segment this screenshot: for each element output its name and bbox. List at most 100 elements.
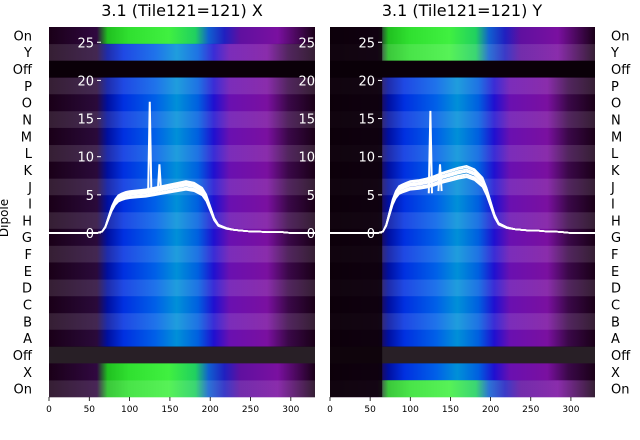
dipole-label-left: Y bbox=[23, 46, 32, 61]
heatmap-row bbox=[330, 212, 595, 230]
panels: 0 0 5 5 10 10 15 15 20 20 25 25 0 5 10 15 20 25 bbox=[49, 27, 595, 398]
heatmap-row bbox=[330, 111, 595, 129]
heatmap-row bbox=[330, 380, 595, 398]
y-axis-label: Dipole bbox=[0, 199, 11, 237]
y-tick-label-right: 5 bbox=[307, 189, 315, 204]
dipole-label-left: B bbox=[23, 315, 32, 330]
panel-1: 0 0 5 5 10 10 15 15 20 20 25 25 bbox=[49, 27, 315, 398]
heatmap-row bbox=[330, 94, 595, 112]
x-tick-label: 0 bbox=[46, 405, 52, 415]
dipole-label-right: On bbox=[611, 29, 629, 44]
dipole-label-right: B bbox=[611, 315, 620, 330]
heatmap-row bbox=[330, 127, 595, 146]
heatmap-row bbox=[330, 296, 595, 314]
heatmap-row bbox=[49, 77, 315, 95]
dipole-label-left: On bbox=[14, 29, 32, 44]
dipole-label-left: C bbox=[23, 299, 32, 314]
panel-2-title: 3.1 (Tile121=121) Y bbox=[382, 1, 543, 20]
dipole-label-right: P bbox=[611, 80, 619, 95]
y-tick-label: 10 bbox=[77, 151, 94, 166]
y-tick-label-right: 20 bbox=[298, 74, 315, 89]
y-tick-label: 20 bbox=[77, 74, 94, 89]
y-tick-label: 20 bbox=[358, 74, 375, 89]
heatmap-row bbox=[49, 94, 315, 112]
dipole-label-right: G bbox=[611, 231, 621, 246]
heatmap-row bbox=[49, 380, 315, 398]
heatmap-row bbox=[49, 43, 315, 61]
dipole-label-left: L bbox=[25, 147, 33, 162]
heatmap-row bbox=[330, 329, 595, 347]
heatmap-row bbox=[330, 144, 595, 162]
y-tick-label: 15 bbox=[358, 113, 375, 128]
heatmap-row bbox=[49, 245, 315, 263]
profile-spike bbox=[147, 101, 153, 194]
dipole-label-right: H bbox=[611, 214, 621, 229]
heatmap-row bbox=[330, 312, 595, 331]
heatmap-row bbox=[49, 228, 315, 246]
heatmap-row bbox=[330, 43, 595, 61]
dipole-label-left: M bbox=[21, 130, 32, 145]
x-tick-label: 150 bbox=[442, 405, 459, 415]
dipole-label-left: I bbox=[28, 198, 32, 213]
dipole-label-right: L bbox=[611, 147, 619, 162]
y-tick-label-right: 25 bbox=[298, 36, 315, 51]
dipole-label-right: F bbox=[611, 248, 618, 263]
dipole-label-left: On bbox=[14, 383, 32, 398]
y-tick-label: 0 bbox=[86, 227, 94, 242]
x-tick-label: 100 bbox=[121, 405, 138, 415]
dipole-label-left: N bbox=[22, 114, 32, 129]
dipole-label-right: On bbox=[611, 383, 629, 398]
y-tick-label: 25 bbox=[77, 36, 94, 51]
dipole-label-left: F bbox=[25, 248, 32, 263]
y-tick-label: 0 bbox=[367, 227, 375, 242]
dipole-label-right: Off bbox=[611, 63, 631, 78]
heatmap-row bbox=[49, 296, 315, 314]
x-tick-labels: 0 50 100 150 200 250 300 0 50 100 150 200 250 300 bbox=[46, 397, 580, 415]
y-tick-label-right: 10 bbox=[298, 151, 315, 166]
heatmap-row bbox=[49, 363, 315, 381]
y-tick-label-right: 15 bbox=[298, 113, 315, 128]
heatmap-row bbox=[49, 127, 315, 146]
x-tick-label: 250 bbox=[242, 405, 259, 415]
heatmap-row bbox=[330, 363, 595, 381]
dipole-label-left: O bbox=[22, 97, 32, 112]
dipole-label-right: I bbox=[611, 198, 615, 213]
profile-spike bbox=[156, 164, 163, 192]
y-tick-label-right: 0 bbox=[307, 227, 315, 242]
heatmap-row bbox=[49, 262, 315, 280]
dipole-label-left: K bbox=[23, 164, 32, 179]
heatmap-row bbox=[49, 111, 315, 129]
dipole-label-right: C bbox=[611, 299, 620, 314]
dipole-label-left: X bbox=[23, 366, 32, 381]
heatmap-row bbox=[330, 77, 595, 95]
x-tick-label: 200 bbox=[202, 405, 219, 415]
dipole-label-right: E bbox=[611, 265, 619, 280]
dipole-label-right: K bbox=[611, 164, 620, 179]
dipole-label-right: O bbox=[611, 97, 621, 112]
heatmap-row bbox=[330, 262, 595, 280]
heatmap-row bbox=[330, 60, 595, 78]
x-tick-label: 300 bbox=[282, 405, 299, 415]
panel-1-title: 3.1 (Tile121=121) X bbox=[101, 1, 263, 20]
dipole-label-left: E bbox=[24, 265, 32, 280]
dipole-label-left: Off bbox=[13, 63, 33, 78]
heatmap-row bbox=[49, 212, 315, 230]
heatmap-dark-region bbox=[330, 27, 383, 397]
profile-line bbox=[49, 188, 315, 234]
dipole-label-left: H bbox=[22, 214, 32, 229]
dipole-label-right: Off bbox=[611, 349, 631, 364]
heatmap-row bbox=[330, 279, 595, 297]
profile-line bbox=[330, 176, 595, 234]
heatmap-row bbox=[49, 60, 315, 78]
panel-2: 0 5 10 15 20 25 bbox=[330, 27, 595, 398]
dipole-label-left: P bbox=[24, 80, 32, 95]
y-tick-label: 5 bbox=[86, 189, 94, 204]
x-tick-label: 250 bbox=[522, 405, 539, 415]
y-tick-label: 5 bbox=[367, 189, 375, 204]
dipole-label-left: D bbox=[22, 282, 32, 297]
heatmap-row bbox=[330, 27, 595, 45]
x-tick-label: 50 bbox=[84, 405, 96, 415]
